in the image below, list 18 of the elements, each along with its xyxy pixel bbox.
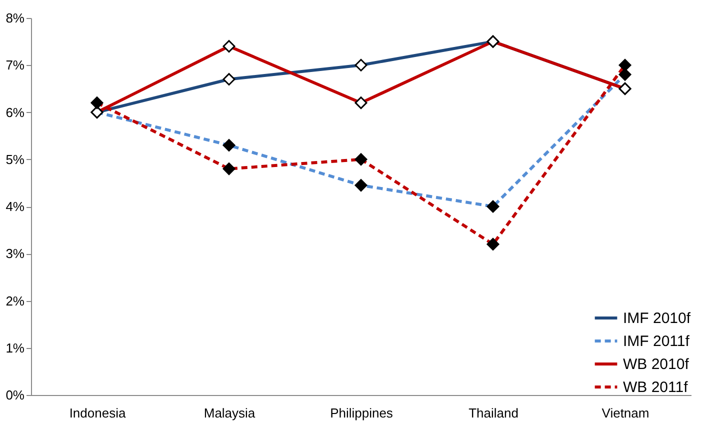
- y-tick-label: 2%: [6, 293, 25, 308]
- y-tick-label: 5%: [6, 152, 25, 167]
- legend-label: WB 2010f: [623, 356, 690, 373]
- x-tick-label: Malaysia: [204, 406, 256, 420]
- y-tick-label: 1%: [6, 340, 25, 356]
- y-tick-label: 7%: [6, 58, 25, 73]
- legend-label: WB 2011f: [623, 379, 689, 396]
- y-tick-label: 4%: [6, 199, 25, 214]
- x-tick-label: Indonesia: [69, 406, 126, 420]
- y-tick-label: 8%: [6, 10, 25, 26]
- legend-label: IMF 2011f: [623, 333, 690, 350]
- y-tick-label: 3%: [6, 246, 25, 262]
- x-tick-label: Thailand: [468, 406, 518, 420]
- x-tick-label: Philippines: [330, 406, 394, 420]
- y-tick-label: 0%: [6, 388, 25, 402]
- y-tick-label: 6%: [6, 104, 25, 120]
- legend-label: IMF 2010f: [623, 310, 692, 327]
- x-tick-label: Vietnam: [602, 406, 650, 420]
